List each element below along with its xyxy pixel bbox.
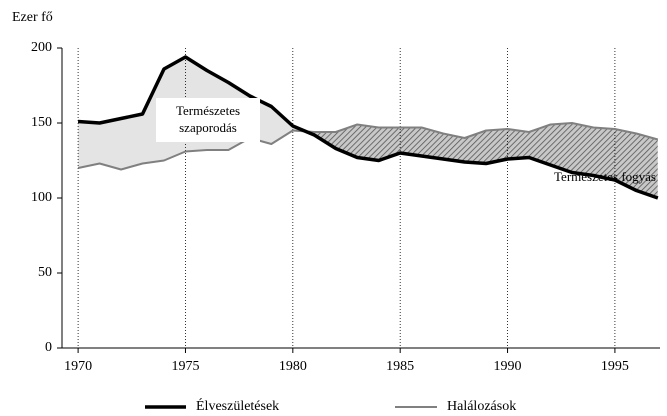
y-tick-label: 0	[45, 340, 52, 355]
legend-label: Élveszületések	[196, 397, 279, 414]
x-tick-label: 1995	[601, 359, 629, 374]
x-tick-label: 1975	[171, 359, 199, 374]
y-tick-label: 50	[38, 265, 52, 280]
x-tick-label: 1980	[279, 359, 307, 374]
series-line	[77, 122, 659, 171]
legend-label: Halálozások	[447, 399, 516, 414]
annotation: Természetes fogyás	[554, 169, 656, 184]
y-tick-label: 100	[31, 190, 52, 205]
decrease-area	[78, 123, 658, 198]
annotation: szaporodás	[179, 120, 237, 135]
x-tick-label: 1985	[386, 359, 414, 374]
y-tick-label: 200	[31, 40, 52, 55]
x-tick-label: 1970	[64, 359, 92, 374]
y-tick-label: 150	[31, 115, 52, 130]
series-line	[77, 55, 659, 200]
annotation-box	[156, 98, 260, 142]
y-axis-label: Ezer fő	[12, 10, 53, 25]
x-tick-label: 1990	[494, 359, 522, 374]
annotation: Természetes	[176, 103, 240, 118]
